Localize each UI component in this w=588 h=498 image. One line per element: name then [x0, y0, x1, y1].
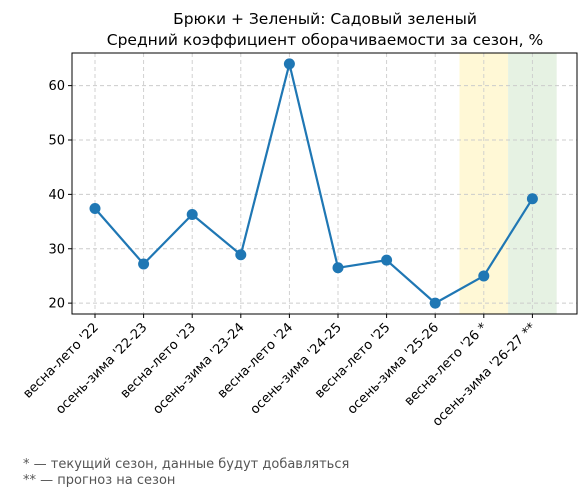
chart-title: Брюки + Зеленый: Садовый зеленый — [173, 10, 477, 28]
data-point — [138, 258, 150, 270]
x-tick-label: осень-зима '23-24 — [150, 320, 247, 417]
x-tick-label: весна-лето '26 * — [402, 320, 491, 409]
data-point — [526, 193, 538, 205]
data-point — [186, 208, 198, 220]
series-line — [94, 62, 534, 305]
highlight-bands — [459, 53, 557, 314]
data-point — [89, 203, 101, 215]
x-tick-label: осень-зима '24-25 — [248, 320, 345, 417]
y-tick-label: 50 — [48, 134, 65, 149]
data-point — [332, 262, 344, 274]
y-tick-label: 20 — [48, 297, 65, 312]
data-point — [235, 249, 247, 261]
data-point — [283, 58, 295, 70]
grid-lines — [72, 53, 577, 314]
chart-subtitle: Средний коэффициент оборачиваемости за с… — [107, 31, 543, 49]
footnote-forecast: ** — прогноз на сезон — [23, 473, 176, 488]
highlight-band-forecast — [508, 53, 557, 314]
y-tick-label: 40 — [48, 188, 65, 203]
y-tick-label: 30 — [48, 242, 65, 257]
data-point — [381, 254, 393, 266]
y-axis: 20 30 40 50 60 — [48, 79, 72, 312]
y-tick-label: 60 — [48, 79, 65, 94]
data-point — [429, 297, 441, 309]
data-point — [478, 270, 490, 282]
plot-frame — [71, 52, 578, 315]
x-tick-label: осень-зима '22-23 — [53, 320, 150, 417]
x-tick-label: осень-зима '25-26 — [345, 320, 442, 417]
footnote-current: * — текущий сезон, данные будут добавлят… — [23, 457, 350, 472]
series-group — [89, 58, 538, 309]
